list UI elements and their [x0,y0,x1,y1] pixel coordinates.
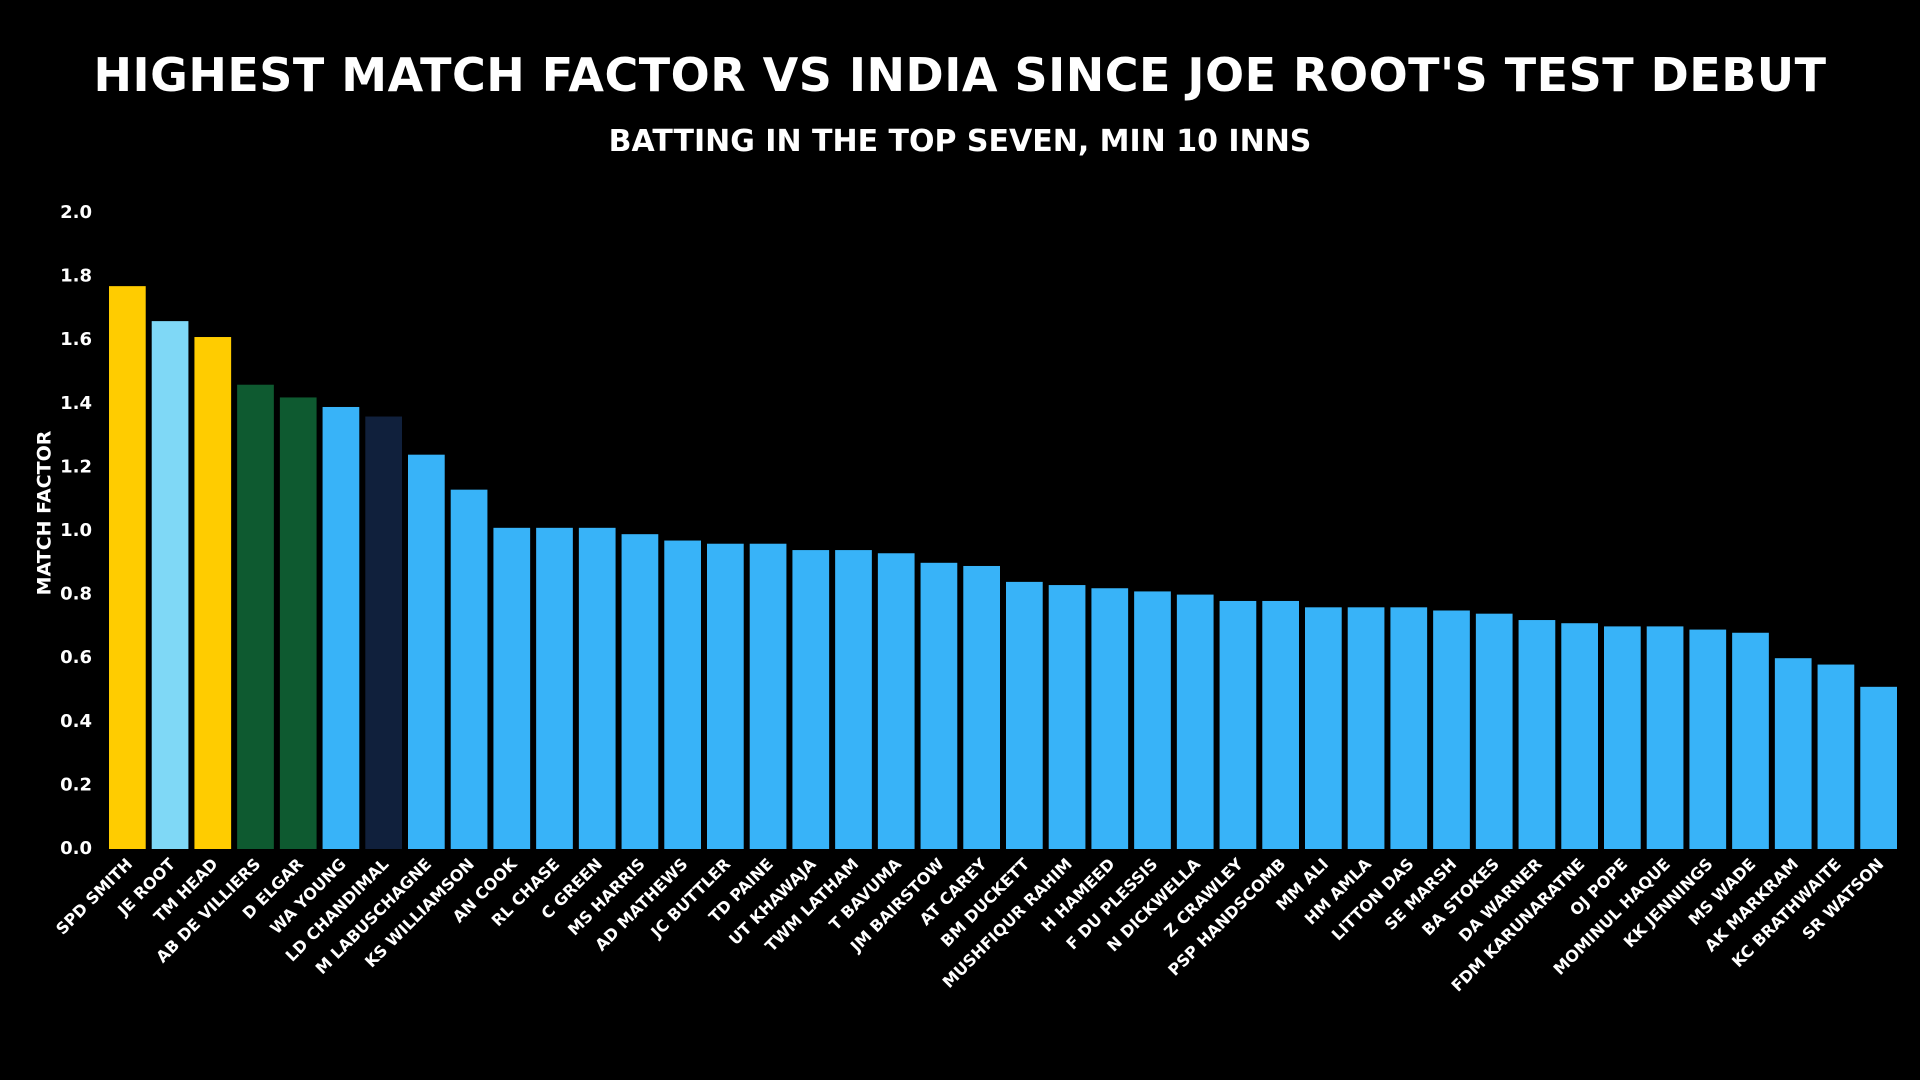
bar [450,489,488,849]
bar [578,527,616,849]
bar [877,553,915,849]
bar [1646,626,1684,849]
y-tick-label: 0.4 [60,711,92,732]
chart-subtitle: BATTING IN THE TOP SEVEN, MIN 10 INNS [608,124,1312,159]
bar [279,397,317,849]
bar [237,384,274,849]
bar [1134,591,1171,849]
bar [920,562,958,849]
bar [1091,588,1129,849]
y-tick-label: 2.0 [60,202,92,223]
y-tick-label: 1.6 [60,329,92,350]
bar [963,565,1000,849]
bar [408,454,445,849]
y-axis-label: MATCH FACTOR [34,430,56,595]
bar [194,337,232,849]
bar [1774,658,1812,849]
bar [109,286,146,849]
bar [493,527,531,849]
y-tick-label: 0.2 [60,774,92,795]
bar [536,527,573,849]
bar [1305,607,1342,849]
bar [1262,600,1299,849]
y-tick-label: 1.0 [60,520,92,541]
bar [792,550,830,849]
bar [1390,607,1428,849]
y-axis-ticks: 0.0 0.2 0.4 0.6 0.8 1.0 1.2 1.4 1.6 1.8 2.0 [60,202,92,859]
bar [1518,620,1556,849]
bar [322,406,360,849]
y-tick-label: 0.6 [60,647,92,668]
bar [1732,632,1769,849]
bar [835,550,872,849]
bar [1817,664,1855,849]
bar [1689,629,1727,849]
bar [1006,581,1043,849]
y-tick-label: 0.8 [60,584,92,605]
y-tick-label: 1.2 [60,456,92,477]
bar [707,543,744,849]
bar [365,416,402,849]
bar [621,534,659,849]
bar [1561,623,1598,849]
bar [1475,613,1513,849]
bar [1048,585,1086,849]
bar [151,321,189,849]
bar [1433,610,1470,849]
bar [1176,594,1214,849]
chart-title: HIGHEST MATCH FACTOR VS INDIA SINCE JOE … [93,48,1827,102]
bar [1604,626,1641,849]
y-tick-label: 0.0 [60,838,92,859]
bar [1347,607,1385,849]
bar [1219,600,1257,849]
y-tick-label: 1.4 [60,393,92,414]
bar [664,540,701,849]
bar [1860,686,1897,849]
bar-series [109,286,1897,849]
bar [749,543,787,849]
y-tick-label: 1.8 [60,266,92,287]
